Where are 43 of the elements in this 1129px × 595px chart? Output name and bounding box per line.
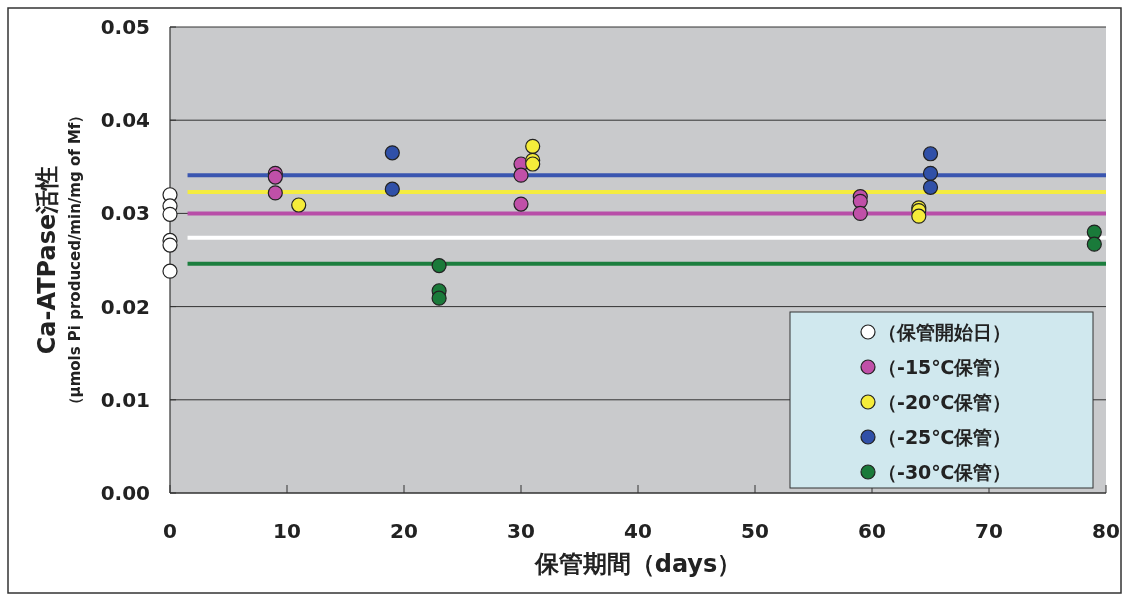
x-tick-label: 60 bbox=[858, 519, 886, 543]
x-tick-label: 80 bbox=[1092, 519, 1120, 543]
point bbox=[525, 138, 541, 154]
legend-label: （-20℃保管） bbox=[878, 391, 1012, 413]
legend-label: （-15℃保管） bbox=[878, 356, 1012, 378]
x-tick-label: 50 bbox=[741, 519, 769, 543]
y-tick-label: 0.02 bbox=[100, 294, 150, 319]
x-tick-label: 40 bbox=[624, 519, 652, 543]
point bbox=[513, 167, 529, 183]
point bbox=[922, 179, 939, 195]
point bbox=[525, 156, 541, 172]
point bbox=[922, 165, 939, 181]
x-axis-title: 保管期間（days） bbox=[533, 550, 742, 578]
point bbox=[162, 206, 178, 222]
point bbox=[162, 237, 178, 253]
x-tick-label: 20 bbox=[390, 519, 418, 543]
point bbox=[267, 169, 283, 185]
x-tick-label: 30 bbox=[507, 519, 535, 543]
point bbox=[513, 196, 529, 212]
x-tick-label: 10 bbox=[273, 519, 301, 543]
point bbox=[291, 197, 307, 213]
y-tick-label: 0.04 bbox=[100, 108, 150, 133]
legend-label: （保管開始日） bbox=[878, 321, 1011, 343]
y-tick-label: 0.05 bbox=[100, 15, 150, 39]
y-tick-label: 0.01 bbox=[100, 387, 150, 412]
point bbox=[431, 290, 447, 306]
point bbox=[922, 146, 939, 162]
point bbox=[267, 185, 283, 201]
x-tick-label: 70 bbox=[975, 519, 1003, 543]
point bbox=[1086, 236, 1102, 252]
point bbox=[852, 205, 868, 221]
point bbox=[162, 263, 178, 279]
point bbox=[384, 181, 400, 197]
point bbox=[431, 257, 447, 274]
y-tick-label: 0.03 bbox=[100, 201, 150, 226]
legend-label: （-30℃保管） bbox=[878, 461, 1012, 483]
text: （μmols Pi produced/min/mg of Mf） bbox=[66, 107, 84, 413]
point bbox=[384, 145, 400, 161]
legend-label: （-25℃保管） bbox=[878, 426, 1012, 448]
point bbox=[911, 208, 927, 224]
y-axis-title: Ca-ATPase活性 bbox=[33, 165, 61, 355]
x-tick-label: 0 bbox=[163, 519, 177, 543]
y-tick-label: 0.00 bbox=[100, 481, 150, 505]
